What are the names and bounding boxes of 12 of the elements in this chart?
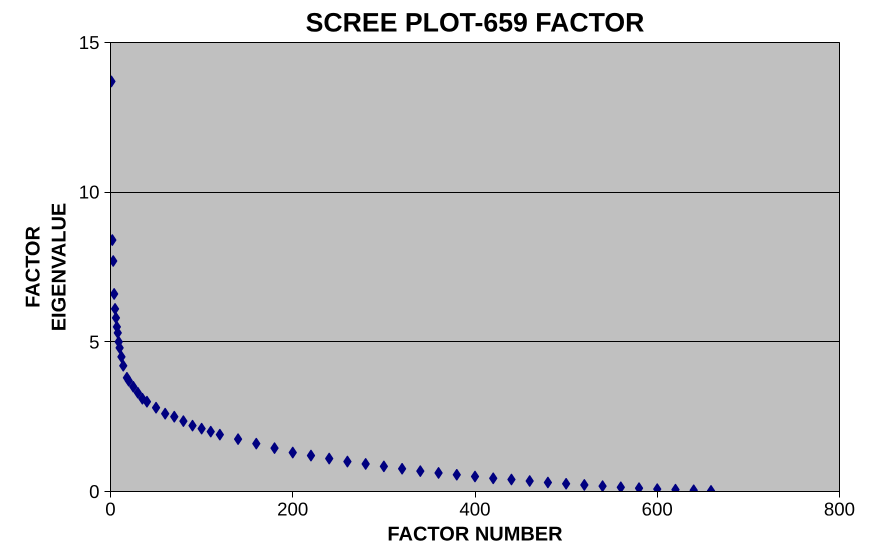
x-tick-label: 400 [459, 498, 491, 520]
chart-title: SCREE PLOT-659 FACTOR [306, 8, 644, 38]
x-tick-label: 800 [824, 498, 856, 520]
x-tick-label: 0 [105, 498, 116, 520]
x-axis-title: FACTOR NUMBER [387, 524, 564, 546]
y-tick-label: 15 [78, 32, 100, 53]
y-axis-title: FACTOR EIGENVALUE [22, 202, 71, 332]
y-tick-label: 10 [78, 182, 100, 203]
x-tick-label: 600 [642, 498, 673, 520]
x-tick-label: 200 [277, 498, 308, 520]
y-tick-label: 5 [89, 331, 100, 352]
y-tick-label: 0 [89, 481, 100, 502]
